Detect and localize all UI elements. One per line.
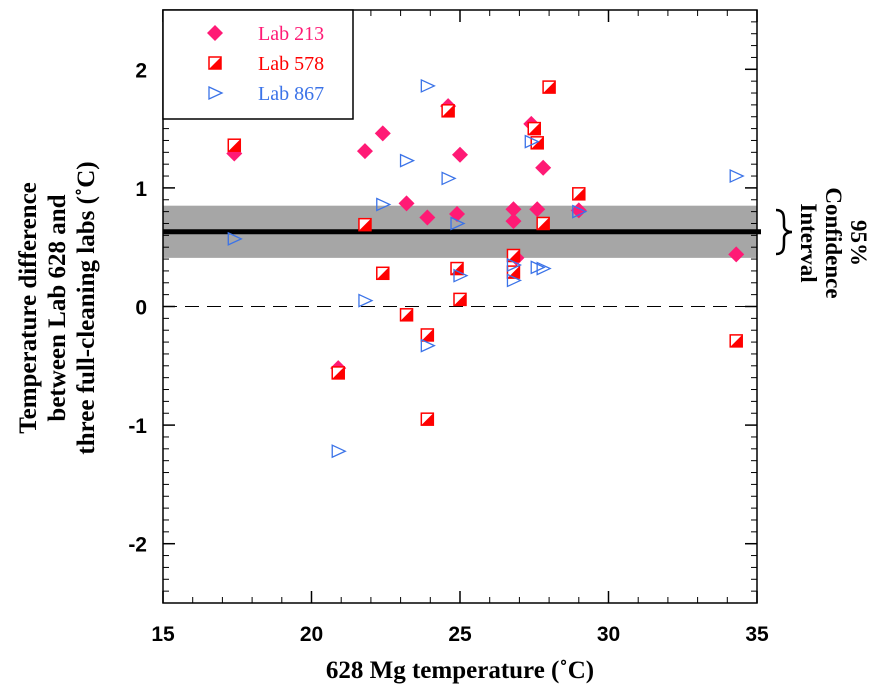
data-point: [420, 338, 436, 353]
data-point: [450, 216, 466, 231]
data-point: [729, 169, 745, 184]
data-point: [452, 146, 468, 163]
x-tick-label: 20: [300, 623, 323, 646]
data-points: [226, 78, 745, 459]
confidence-brace: [775, 208, 793, 256]
data-point: [542, 80, 556, 94]
data-point: [374, 125, 391, 142]
data-point: [420, 328, 435, 342]
data-point: [506, 257, 523, 273]
legend-marker: [207, 25, 223, 41]
data-point: [453, 268, 469, 283]
legend-marker: [208, 85, 224, 101]
y-tick-label: 1: [135, 178, 147, 201]
data-point: [227, 138, 242, 152]
data-point: [227, 231, 243, 246]
legend-item: Lab 578: [208, 53, 324, 75]
data-point: [536, 216, 550, 231]
confidence-label-line-3: Interval: [796, 203, 821, 282]
confidence-label-line-1: 95%: [846, 220, 871, 266]
data-point: [399, 308, 414, 322]
data-point: [536, 261, 552, 276]
tick-labels: 15 20 25 30 35 -2 -1 0 1 2: [128, 59, 769, 646]
x-tick-label: 15: [151, 623, 175, 646]
data-point: [572, 204, 588, 219]
y-tick-label: 0: [135, 297, 147, 320]
x-tick-label: 30: [597, 623, 620, 646]
data-point: [524, 134, 540, 149]
confidence-label-line-2: Confidence: [821, 187, 846, 298]
legend-item: Lab 213: [207, 23, 324, 45]
data-point: [399, 153, 416, 168]
data-point: [572, 187, 586, 201]
data-point: [358, 217, 372, 232]
data-point: [419, 209, 436, 226]
x-tick-label: 25: [448, 623, 472, 646]
series-lab-867: [227, 78, 745, 459]
y-axis-label-line-1: Temperature difference: [15, 182, 42, 434]
confidence-label: 95% Confidence Interval: [796, 187, 871, 298]
plot-frame: [162, 9, 758, 604]
x-tick-label: 35: [745, 623, 769, 646]
y-tick-label: -2: [128, 534, 147, 557]
legend-label: Lab 578: [258, 53, 324, 75]
y-tick-label: -1: [128, 415, 147, 438]
data-point: [729, 334, 743, 348]
y-axis-label: Temperature difference between Lab 628 a…: [15, 161, 100, 454]
data-point: [420, 412, 435, 426]
y-axis-label-line-3: three full-cleaning labs (˚C): [73, 161, 100, 454]
data-point: [331, 444, 347, 459]
legend-label: Lab 867: [258, 83, 324, 105]
legend-box: [162, 9, 354, 120]
legend: Lab 213 Lab 578 Lab 867: [162, 9, 354, 120]
data-point: [505, 213, 522, 230]
data-point: [376, 266, 390, 281]
y-tick-label: 2: [135, 59, 147, 82]
data-point: [529, 201, 546, 218]
legend-marker: [208, 56, 222, 70]
data-point: [331, 366, 345, 380]
data-point: [453, 292, 467, 307]
legend-label: Lab 213: [258, 23, 324, 45]
data-point: [420, 78, 436, 93]
data-point: [356, 143, 373, 160]
x-axis-label: 628 Mg temperature (˚C): [326, 657, 594, 684]
data-point: [527, 121, 541, 136]
data-point: [398, 195, 415, 212]
y-axis-label-line-2: between Lab 628 and: [44, 194, 71, 421]
data-point: [728, 246, 745, 263]
data-point: [506, 273, 523, 288]
data-point: [358, 293, 374, 308]
legend-item: Lab 867: [208, 83, 324, 105]
data-point: [505, 201, 522, 218]
data-point: [535, 159, 552, 176]
data-point: [376, 197, 392, 212]
data-point: [441, 171, 457, 186]
data-point: [441, 104, 455, 118]
